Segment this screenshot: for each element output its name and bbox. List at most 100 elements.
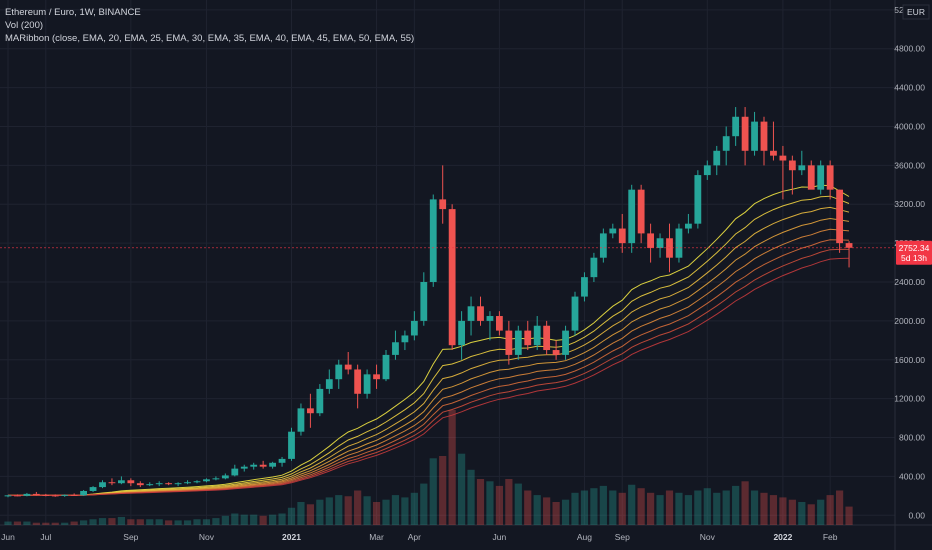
candle-body <box>269 462 276 467</box>
volume-bar <box>278 513 286 525</box>
candle-body <box>486 316 494 321</box>
volume-bar <box>4 521 12 525</box>
candlesticks <box>4 107 853 498</box>
candle-body <box>505 330 513 355</box>
volume-bar <box>212 518 220 525</box>
ema-line-55 <box>8 257 850 496</box>
volume-bar <box>70 521 78 525</box>
candle-body <box>779 155 787 161</box>
price-tag-countdown: 5d 13h <box>901 253 927 263</box>
candle-body <box>174 483 182 485</box>
volume-bar <box>571 492 579 525</box>
volume-bar <box>618 492 626 525</box>
candle-body <box>694 175 702 224</box>
candle-body <box>14 495 21 497</box>
candle-body <box>155 483 163 485</box>
candle-body <box>826 165 834 190</box>
candle-body <box>581 277 588 297</box>
candle-body <box>373 374 380 380</box>
candle-body <box>703 165 711 176</box>
volume-bar <box>420 483 428 525</box>
volume-bar <box>146 519 154 525</box>
x-tick-label: Sep <box>615 532 630 542</box>
candle-body <box>42 494 50 496</box>
volume-bar <box>788 499 796 525</box>
x-tick-label: Feb <box>823 532 838 542</box>
candle-body <box>297 408 305 432</box>
candle-body <box>656 238 664 248</box>
volume-bar <box>552 502 560 525</box>
volume-bar <box>42 522 50 525</box>
volume-indicator-label[interactable]: Vol (200) <box>5 20 44 31</box>
volume-bar <box>391 495 400 525</box>
volume-bar <box>439 456 447 525</box>
time-axis[interactable]: Jun Jul Sep Nov 2021 Mar Apr Jun Aug Sep Nov 2022 Fe… <box>1 532 838 542</box>
candle-body <box>760 121 768 151</box>
volume-bar <box>316 499 324 525</box>
candle-body <box>335 364 343 380</box>
candle-body <box>609 228 617 234</box>
volume-bar <box>760 492 768 525</box>
candle-body <box>307 408 314 414</box>
candle-body <box>788 160 796 171</box>
volume-bar <box>750 490 759 525</box>
candle-body <box>278 458 286 463</box>
volume-bar <box>183 520 192 525</box>
volume-bar <box>382 499 390 525</box>
x-tick-label: 2021 <box>282 532 301 542</box>
volume-bar <box>836 490 844 525</box>
volume-bar <box>108 518 116 525</box>
volume-bar <box>221 515 229 525</box>
ribbon-indicator-label[interactable]: MARibbon (close, EMA, 20, EMA, 25, EMA, … <box>5 33 415 44</box>
volume-bar <box>807 504 815 525</box>
candle-body <box>193 481 201 483</box>
candle-body <box>316 388 324 414</box>
x-tick-label: Jun <box>1 532 15 542</box>
volume-bar <box>458 453 466 525</box>
candle-body <box>32 493 40 495</box>
y-tick-label: 3600.00 <box>894 160 925 170</box>
volume-bar <box>628 484 636 525</box>
y-tick-label: 3200.00 <box>894 199 925 209</box>
candle-body <box>836 189 843 244</box>
candle-body <box>51 495 59 497</box>
candle-body <box>240 466 248 469</box>
volume-bar <box>845 506 853 525</box>
x-tick-label: Aug <box>577 532 592 542</box>
volume-bar <box>231 513 239 525</box>
currency-label[interactable]: EUR <box>902 4 930 20</box>
volume-bar <box>174 520 182 525</box>
volume-bar <box>656 495 664 525</box>
volume-bar <box>486 481 494 525</box>
candle-body <box>80 490 87 496</box>
volume-bar <box>269 514 277 525</box>
volume-bar <box>694 490 702 525</box>
candle-body <box>514 330 522 355</box>
candle-body <box>382 354 390 380</box>
volume-bars <box>4 410 853 525</box>
volume-bar <box>798 502 806 525</box>
volume-bar <box>599 485 607 525</box>
currency-text: EUR <box>907 7 925 17</box>
candle-body <box>618 228 626 244</box>
price-tag-value: 2752.34 <box>899 243 930 253</box>
volume-bar <box>51 522 59 525</box>
volume-bar <box>609 490 617 525</box>
x-tick-label: Nov <box>199 532 215 542</box>
volume-bar <box>684 495 692 525</box>
y-tick-label: 4000.00 <box>894 121 925 131</box>
x-tick-label: Sep <box>123 532 138 542</box>
symbol-title[interactable]: Ethereum / Euro, 1W, BINANCE <box>5 7 141 18</box>
candle-body <box>685 223 692 229</box>
volume-bar <box>335 495 343 525</box>
candle-body <box>127 480 135 484</box>
volume-bar <box>250 514 258 525</box>
volume-bar <box>240 514 248 525</box>
candle-body <box>562 330 569 355</box>
candle-body <box>675 228 683 258</box>
volume-bar <box>505 479 513 525</box>
chart-legend: Ethereum / Euro, 1W, BINANCE Vol (200) M… <box>5 6 414 45</box>
volume-bar <box>89 519 97 525</box>
candle-body <box>165 483 173 485</box>
